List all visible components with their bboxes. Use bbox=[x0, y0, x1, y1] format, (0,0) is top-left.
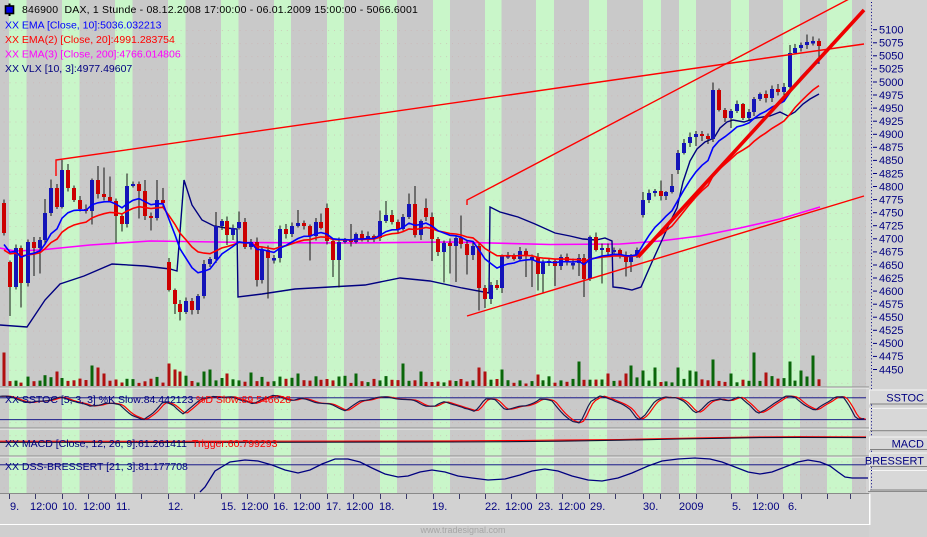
svg-text:12:00: 12:00 bbox=[241, 501, 269, 513]
svg-text:4750: 4750 bbox=[879, 208, 903, 220]
svg-text:5050: 5050 bbox=[879, 51, 903, 63]
svg-text:MACD: MACD bbox=[892, 439, 924, 451]
svg-text:12:00: 12:00 bbox=[505, 501, 533, 513]
svg-text:4800: 4800 bbox=[879, 181, 903, 193]
svg-text:4950: 4950 bbox=[879, 103, 903, 115]
svg-text:BRESSERT: BRESSERT bbox=[865, 456, 924, 468]
svg-text:SSTOC: SSTOC bbox=[886, 393, 924, 405]
svg-text:12:00: 12:00 bbox=[558, 501, 586, 513]
svg-text:4725: 4725 bbox=[879, 221, 903, 233]
svg-text:846900 DAX, 1 Stunde - 08.12.: 846900 DAX, 1 Stunde - 08.12.2008 17:00:… bbox=[22, 4, 418, 16]
svg-text:4875: 4875 bbox=[879, 142, 903, 154]
svg-text:4600: 4600 bbox=[879, 286, 903, 298]
svg-text:4450: 4450 bbox=[879, 364, 903, 376]
svg-text:4550: 4550 bbox=[879, 312, 903, 324]
svg-text:4775: 4775 bbox=[879, 194, 903, 206]
svg-text:4825: 4825 bbox=[879, 168, 903, 180]
svg-text:12:00: 12:00 bbox=[752, 501, 780, 513]
svg-text:4625: 4625 bbox=[879, 273, 903, 285]
svg-text:5100: 5100 bbox=[879, 25, 903, 37]
svg-text:4650: 4650 bbox=[879, 260, 903, 272]
svg-text:XX VLX [10, 3]:4977.49607: XX VLX [10, 3]:4977.49607 bbox=[5, 63, 132, 75]
svg-text:XX EMA [Close, 10]:5036.032213: XX EMA [Close, 10]:5036.032213 bbox=[5, 20, 162, 32]
svg-text:22.: 22. bbox=[485, 501, 500, 513]
svg-text:10.: 10. bbox=[62, 501, 77, 513]
svg-text:5025: 5025 bbox=[879, 64, 903, 76]
svg-text:9.: 9. bbox=[10, 501, 19, 513]
svg-text:16.: 16. bbox=[273, 501, 288, 513]
svg-text:4675: 4675 bbox=[879, 247, 903, 259]
svg-text:XX SSTOC [5, 3, 3] %K Slow:84.: XX SSTOC [5, 3, 3] %K Slow:84.442123 bbox=[5, 394, 193, 406]
svg-text:23.: 23. bbox=[538, 501, 553, 513]
svg-text:12.: 12. bbox=[168, 501, 183, 513]
svg-text:Trigger:60.799293: Trigger:60.799293 bbox=[192, 438, 278, 450]
svg-text:29.: 29. bbox=[590, 501, 605, 513]
svg-text:2009: 2009 bbox=[679, 501, 703, 513]
svg-text:12:00: 12:00 bbox=[293, 501, 321, 513]
svg-text:XX MACD [Close, 12, 26, 9]:61.: XX MACD [Close, 12, 26, 9]:61.261411 bbox=[5, 438, 187, 450]
svg-text:4575: 4575 bbox=[879, 299, 903, 311]
svg-text:4975: 4975 bbox=[879, 90, 903, 102]
svg-text:5.: 5. bbox=[732, 501, 741, 513]
svg-text:4850: 4850 bbox=[879, 155, 903, 167]
svg-text:4475: 4475 bbox=[879, 351, 903, 363]
svg-text:4700: 4700 bbox=[879, 234, 903, 246]
svg-text:XX EMA(3) [Close, 200]:4766.01: XX EMA(3) [Close, 200]:4766.014806 bbox=[5, 49, 181, 61]
svg-text:17.: 17. bbox=[326, 501, 341, 513]
svg-text:18.: 18. bbox=[379, 501, 394, 513]
svg-text:12:00: 12:00 bbox=[83, 501, 111, 513]
svg-text:4500: 4500 bbox=[879, 338, 903, 350]
svg-text:www.tradesignal.com: www.tradesignal.com bbox=[419, 525, 505, 535]
svg-text:XX DSS-BRESSERT [21, 3]:81.177: XX DSS-BRESSERT [21, 3]:81.177708 bbox=[5, 461, 188, 473]
svg-text:XX EMA(2) [Close, 20]:4991.283: XX EMA(2) [Close, 20]:4991.283754 bbox=[5, 34, 175, 46]
svg-text:5000: 5000 bbox=[879, 77, 903, 89]
svg-text:6.: 6. bbox=[788, 501, 797, 513]
svg-text:5075: 5075 bbox=[879, 38, 903, 50]
svg-text:12:00: 12:00 bbox=[30, 501, 58, 513]
svg-text:4900: 4900 bbox=[879, 129, 903, 141]
svg-text:15.: 15. bbox=[221, 501, 236, 513]
svg-text:12:00: 12:00 bbox=[346, 501, 374, 513]
svg-text:11.: 11. bbox=[116, 501, 130, 513]
svg-text:4925: 4925 bbox=[879, 116, 903, 128]
svg-text:30.: 30. bbox=[643, 501, 658, 513]
svg-text:%D Slow:89.546628: %D Slow:89.546628 bbox=[196, 394, 291, 406]
svg-text:4525: 4525 bbox=[879, 325, 903, 337]
svg-text:19.: 19. bbox=[432, 501, 447, 513]
